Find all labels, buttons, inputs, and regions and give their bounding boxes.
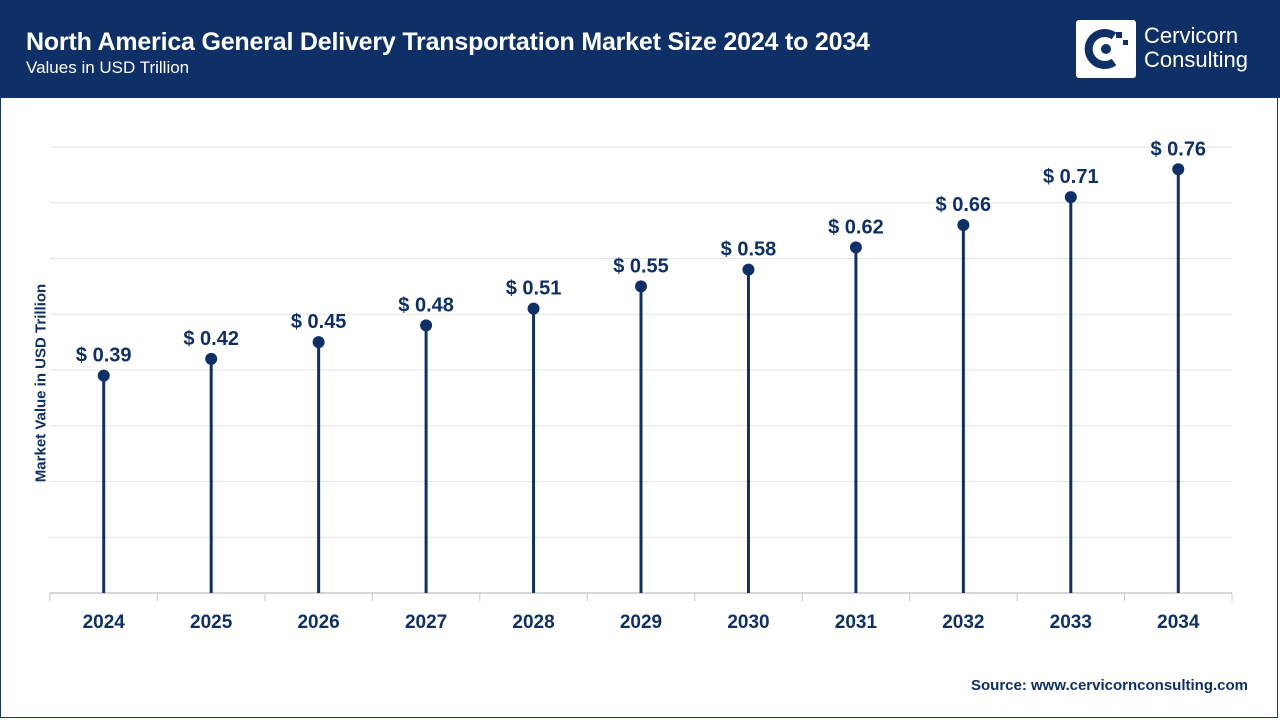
x-axis: [49, 592, 1233, 601]
x-tick-label-2033: 2033: [1050, 612, 1092, 633]
x-tick-label-2027: 2027: [405, 612, 447, 633]
data-label-2024: $ 0.39: [76, 345, 132, 367]
data-point-2027: [420, 319, 433, 332]
data-points: [97, 163, 1185, 382]
logo-text: Cervicorn Consulting: [1144, 24, 1248, 72]
x-tick-labels: 2024 2025 2026 2027 2028 2029 2030 2031 2032 2033…: [83, 612, 1200, 633]
x-tick-label-2025: 2025: [190, 612, 233, 633]
x-tick-label-2031: 2031: [835, 612, 878, 633]
source-note: Source: www.cervicornconsulting.com: [970, 677, 1248, 694]
data-label-2033: $ 0.71: [1043, 166, 1099, 188]
data-labels: $ 0.39 $ 0.42 $ 0.45 $ 0.48 $ 0.51 $ 0.55 $ 0.…: [76, 138, 1206, 366]
company-logo: Cervicorn Consulting: [1076, 20, 1266, 80]
data-label-2029: $ 0.55: [613, 255, 669, 277]
x-tick-label-2026: 2026: [297, 612, 339, 633]
data-label-2025: $ 0.42: [183, 328, 239, 350]
data-point-2026: [312, 336, 325, 349]
data-point-2032: [957, 219, 970, 232]
x-tick-label-2024: 2024: [83, 612, 126, 633]
x-tick-label-2032: 2032: [942, 612, 984, 633]
logo-line-1: Cervicorn: [1144, 23, 1239, 48]
logo-line-2: Consulting: [1144, 47, 1248, 72]
data-point-2029: [635, 280, 647, 293]
data-point-2025: [205, 352, 218, 365]
data-label-2034: $ 0.76: [1150, 138, 1206, 160]
x-tick-label-2029: 2029: [620, 612, 662, 633]
x-tick-label-2034: 2034: [1157, 612, 1200, 633]
chart-subtitle: Values in USD Trillion: [26, 58, 190, 77]
data-point-2030: [742, 263, 755, 276]
data-label-2031: $ 0.62: [828, 216, 884, 238]
data-point-2024: [97, 369, 110, 382]
data-label-2028: $ 0.51: [506, 278, 562, 300]
data-label-2027: $ 0.48: [398, 294, 454, 316]
data-point-2033: [1064, 191, 1077, 204]
y-axis-label: Market Value in USD Trillion: [32, 283, 50, 483]
data-point-2028: [527, 302, 540, 315]
lollipop-chart: $ 0.39 $ 0.42 $ 0.45 $ 0.48 $ 0.51 $ 0.55 $ 0.…: [49, 138, 1233, 633]
data-label-2026: $ 0.45: [291, 311, 347, 333]
logo-icon: [1076, 20, 1136, 78]
x-tick-label-2028: 2028: [512, 612, 554, 633]
x-tick-label-2030: 2030: [727, 612, 769, 633]
data-label-2030: $ 0.58: [721, 239, 777, 261]
chart-title: North America General Delivery Transport…: [26, 28, 870, 56]
data-point-2034: [1172, 163, 1185, 176]
data-point-2031: [849, 241, 862, 254]
stems: [102, 169, 1180, 593]
header-banner: North America General Delivery Transport…: [0, 0, 1280, 98]
data-label-2032: $ 0.66: [936, 194, 992, 216]
